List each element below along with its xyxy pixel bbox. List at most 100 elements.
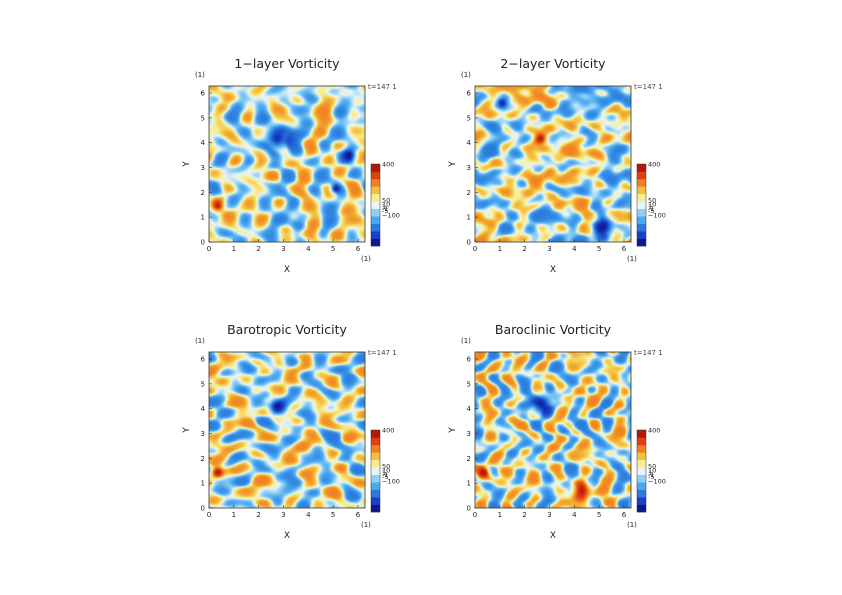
x-unit-label: (1) bbox=[361, 255, 371, 263]
y-axis-label: Y bbox=[448, 427, 458, 434]
y-tick-label: 2 bbox=[201, 189, 205, 197]
chart-panel: Baroclinic Vorticity 0 1 2 3 4 5 6 0 1 2 3 4 5 6 X Y (1) (… bbox=[448, 322, 666, 541]
y-tick-label: 1 bbox=[467, 214, 471, 222]
colorbar-segment bbox=[371, 223, 380, 232]
x-tick-label: 0 bbox=[473, 511, 477, 519]
chart-title: 2−layer Vorticity bbox=[500, 56, 606, 71]
y-axis-label: Y bbox=[182, 427, 192, 434]
colorbar-segment bbox=[371, 201, 380, 210]
x-tick-label: 1 bbox=[232, 511, 236, 519]
x-tick-label: 2 bbox=[522, 245, 526, 253]
colorbar-label: -1 bbox=[382, 471, 388, 479]
colorbar-frame bbox=[370, 163, 381, 247]
colorbar-segment bbox=[637, 223, 646, 232]
x-tick-label: 2 bbox=[256, 511, 260, 519]
x-tick-label: 3 bbox=[547, 245, 551, 253]
colorbar-label: −100 bbox=[648, 211, 666, 219]
vorticity-heatmap bbox=[475, 86, 631, 242]
x-tick-label: 1 bbox=[498, 511, 502, 519]
colorbar-segment bbox=[637, 497, 646, 505]
y-tick-label: 4 bbox=[467, 139, 472, 147]
chart-panel: Barotropic Vorticity 0 1 2 3 4 5 6 0 1 2 3 4 5 6 X Y (1) (… bbox=[182, 322, 400, 541]
colorbar-segment bbox=[371, 482, 380, 490]
colorbar-segment bbox=[371, 238, 380, 247]
colorbar-label: -1 bbox=[382, 205, 388, 213]
x-tick-label: 2 bbox=[522, 511, 526, 519]
colorbar-label: −100 bbox=[382, 477, 400, 485]
colorbar-segment bbox=[371, 474, 380, 483]
colorbar-label: 1 bbox=[382, 469, 386, 477]
colorbar-segment bbox=[637, 186, 646, 195]
colorbar-label: 50 bbox=[648, 197, 656, 205]
colorbar-label: 400 bbox=[382, 427, 394, 435]
y-tick-label: 1 bbox=[467, 480, 471, 488]
colorbar-label: 50 bbox=[648, 463, 656, 471]
colorbar-segment bbox=[371, 489, 380, 498]
y-tick-label: 3 bbox=[201, 164, 205, 172]
colorbar-segment bbox=[637, 164, 646, 172]
colorbar-label: −100 bbox=[382, 211, 400, 219]
y-tick-label: 4 bbox=[201, 405, 206, 413]
plot-frame bbox=[474, 85, 632, 243]
time-label: t=147 1 bbox=[634, 349, 663, 357]
x-tick-label: 1 bbox=[232, 245, 236, 253]
colorbar-label: -5 bbox=[382, 207, 388, 215]
chart-title: Baroclinic Vorticity bbox=[495, 322, 612, 337]
x-tick-label: 2 bbox=[256, 245, 260, 253]
colorbar-segment bbox=[637, 178, 646, 187]
colorbar-label: 10 bbox=[648, 201, 656, 209]
colorbar-label: 400 bbox=[382, 161, 394, 169]
x-tick-label: 6 bbox=[622, 245, 627, 253]
colorbar-segment bbox=[371, 430, 380, 438]
y-axis-label: Y bbox=[182, 161, 192, 168]
colorbar-label: 50 bbox=[382, 463, 390, 471]
y-axis-label: Y bbox=[448, 161, 458, 168]
x-tick-label: 3 bbox=[547, 511, 551, 519]
colorbar-label: -1 bbox=[648, 205, 654, 213]
colorbar-label: -1 bbox=[648, 471, 654, 479]
colorbar-segment bbox=[637, 193, 646, 202]
x-tick-label: 4 bbox=[306, 511, 311, 519]
colorbar-label: 50 bbox=[382, 197, 390, 205]
vorticity-heatmap bbox=[475, 352, 631, 508]
y-tick-label: 2 bbox=[467, 189, 471, 197]
y-tick-label: 3 bbox=[201, 430, 205, 438]
colorbar-segment bbox=[637, 504, 646, 513]
y-unit-label: (1) bbox=[195, 337, 205, 345]
x-axis-label: X bbox=[284, 265, 290, 275]
y-unit-label: (1) bbox=[461, 71, 471, 79]
y-tick-label: 0 bbox=[201, 505, 205, 513]
x-axis-label: X bbox=[284, 531, 290, 541]
x-tick-label: 3 bbox=[281, 511, 285, 519]
x-tick-label: 1 bbox=[498, 245, 502, 253]
chart-panel: 1−layer Vorticity 0 1 2 3 4 5 6 0 1 2 3 4 5 6 X Y (1) (1) t… bbox=[182, 56, 400, 275]
y-tick-label: 1 bbox=[201, 214, 205, 222]
colorbar-segment bbox=[637, 444, 646, 453]
colorbar-segment bbox=[371, 193, 380, 202]
colorbar-label: 400 bbox=[648, 427, 660, 435]
colorbar-label: 10 bbox=[382, 467, 390, 475]
chart-title: Barotropic Vorticity bbox=[227, 322, 347, 337]
x-unit-label: (1) bbox=[361, 521, 371, 529]
x-tick-label: 6 bbox=[356, 245, 361, 253]
colorbar-segment bbox=[637, 430, 646, 438]
colorbar-segment bbox=[371, 164, 380, 172]
colorbar-frame bbox=[370, 429, 381, 513]
y-tick-label: 6 bbox=[201, 90, 206, 98]
y-tick-label: 4 bbox=[467, 405, 472, 413]
colorbar-label: -5 bbox=[382, 473, 388, 481]
colorbar-segment bbox=[371, 231, 380, 239]
x-tick-label: 3 bbox=[281, 245, 285, 253]
colorbar-segment bbox=[371, 504, 380, 513]
y-tick-label: 3 bbox=[467, 430, 471, 438]
time-label: t=147 1 bbox=[368, 83, 397, 91]
x-tick-label: 6 bbox=[356, 511, 361, 519]
y-tick-label: 5 bbox=[467, 114, 471, 122]
y-tick-label: 5 bbox=[201, 114, 205, 122]
x-unit-label: (1) bbox=[627, 255, 637, 263]
colorbar-segment bbox=[371, 497, 380, 505]
x-tick-label: 5 bbox=[597, 511, 601, 519]
y-unit-label: (1) bbox=[461, 337, 471, 345]
